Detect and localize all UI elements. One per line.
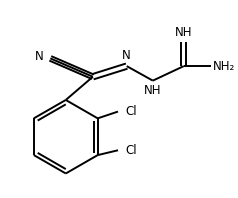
Text: Cl: Cl bbox=[126, 105, 137, 118]
Text: N: N bbox=[35, 50, 44, 63]
Text: N: N bbox=[122, 49, 131, 62]
Text: NH: NH bbox=[144, 84, 162, 96]
Text: NH: NH bbox=[175, 26, 193, 39]
Text: NH₂: NH₂ bbox=[213, 60, 235, 73]
Text: Cl: Cl bbox=[126, 144, 137, 157]
